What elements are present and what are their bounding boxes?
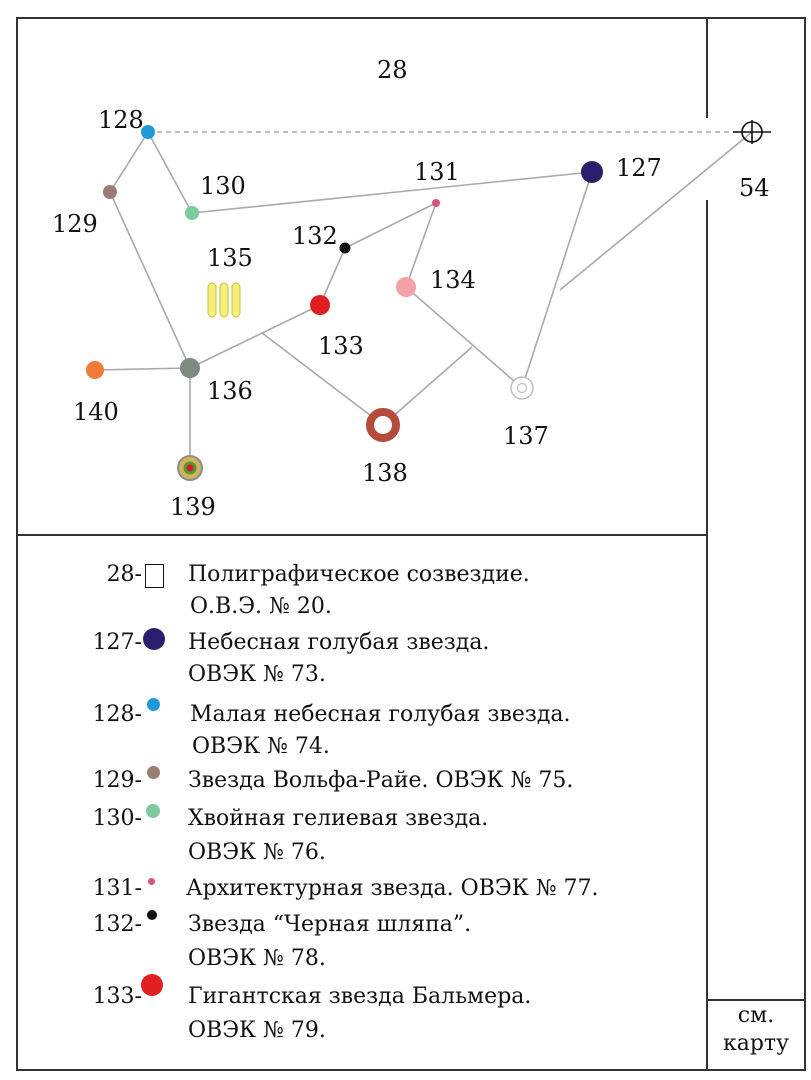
star-138-marker[interactable] — [366, 408, 400, 442]
star-136-label: 136 — [207, 377, 253, 405]
star-135-marker[interactable] — [207, 282, 241, 318]
star-130-label: 130 — [200, 172, 246, 200]
star-128-marker[interactable] — [141, 125, 155, 139]
legend-number: 132- — [92, 912, 142, 937]
legend-title: Звезда Вольфа-Райе. ОВЭК № 75. — [188, 768, 574, 793]
legend-title: Полиграфическое созвездие. — [188, 562, 530, 587]
legend-number: 28- — [106, 562, 142, 587]
star-138-label: 138 — [362, 459, 408, 487]
star-128-dot-icon — [147, 698, 160, 711]
star-130-dot-icon — [146, 804, 160, 818]
legend-number: 127- — [92, 630, 142, 655]
star-139-core — [186, 464, 194, 472]
legend-number: 133- — [92, 984, 142, 1009]
star-132-marker[interactable] — [339, 242, 351, 254]
legend-number: 131- — [92, 876, 142, 901]
legend-title: Небесная голубая звезда. — [188, 630, 490, 655]
star-139-marker[interactable] — [177, 455, 203, 481]
star-135-bar — [231, 282, 241, 318]
star-140-label: 140 — [73, 398, 119, 426]
link-134-137 — [405, 286, 523, 389]
link-129-136 — [109, 191, 191, 369]
star-135-label: 135 — [207, 244, 253, 272]
legend-title: Гигантская звезда Бальмера. — [188, 984, 532, 1009]
link-136-133 — [189, 304, 321, 369]
star-137-label: 137 — [503, 422, 549, 450]
star-54-label: 54 — [739, 174, 770, 202]
square-symbol-icon — [145, 564, 164, 588]
link-132-131 — [344, 202, 437, 249]
star-129-dot-icon — [147, 766, 160, 779]
side-note-line: см. — [737, 1003, 775, 1028]
legend-title: Хвойная гелиевая звезда. — [188, 806, 489, 831]
star-132-label: 132 — [292, 222, 338, 250]
star-135-bar — [207, 282, 217, 318]
star-131-dot-icon — [148, 878, 155, 885]
link-133-132 — [319, 247, 346, 306]
link-137-127 — [521, 171, 593, 389]
star-133-marker[interactable] — [310, 295, 330, 315]
star-133-label: 133 — [318, 332, 364, 360]
star-128-label: 128 — [98, 106, 144, 134]
star-131-marker[interactable] — [432, 199, 440, 207]
link-128-130 — [147, 131, 193, 214]
legend-title: Малая небесная голубая звезда. — [190, 702, 571, 727]
legend-catalog: ОВЭК № 74. — [192, 734, 330, 759]
star-127-label: 127 — [616, 154, 662, 182]
legend-title: Звезда “Черная шляпа”. — [188, 912, 472, 937]
star-133-dot-icon — [141, 974, 163, 996]
link-128-129 — [109, 131, 149, 193]
legend-title: Архитектурная звезда. ОВЭК № 77. — [186, 876, 599, 901]
star-132-dot-icon — [147, 910, 157, 920]
side-note: см. карту — [708, 1002, 804, 1058]
star-140-marker[interactable] — [86, 361, 104, 379]
side-note-link[interactable]: карту — [722, 1031, 790, 1056]
link-138-junction — [382, 346, 473, 426]
legend-number: 130- — [92, 806, 142, 831]
star-129-marker[interactable] — [103, 185, 117, 199]
star-135-bar — [219, 282, 229, 318]
legend-catalog: ОВЭК № 78. — [188, 946, 326, 971]
legend-catalog: ОВЭК № 76. — [188, 840, 326, 865]
link-junction-138 — [261, 332, 384, 426]
star-137-inner-ring — [516, 382, 528, 394]
link-140-136 — [94, 367, 191, 371]
legend-number: 128- — [92, 702, 142, 727]
star-129-label: 129 — [52, 210, 98, 238]
link-131-134 — [405, 202, 437, 288]
map-labels: 28 127 128 129 130 131 132 133 134 135 1… — [52, 56, 770, 521]
star-127-dot-icon — [143, 628, 165, 650]
map-connections — [94, 131, 753, 468]
link-130-127 — [191, 171, 593, 214]
star-137-marker[interactable] — [510, 376, 534, 400]
crosshair-54-icon[interactable] — [733, 120, 771, 144]
outer-frame — [16, 17, 806, 1071]
legend-number: 129- — [92, 768, 142, 793]
legend-catalog: О.В.Э. № 20. — [190, 594, 332, 619]
legend-catalog: ОВЭК № 73. — [188, 662, 326, 687]
legend-catalog: ОВЭК № 79. — [188, 1018, 326, 1043]
star-134-marker[interactable] — [396, 277, 416, 297]
star-130-marker[interactable] — [185, 206, 199, 220]
star-134-label: 134 — [430, 266, 476, 294]
star-139-label: 139 — [170, 493, 216, 521]
star-131-label: 131 — [414, 158, 460, 186]
sector-label: 28 — [377, 56, 408, 84]
map-nodes — [86, 120, 771, 481]
star-136-marker[interactable] — [180, 358, 200, 378]
link-junction-54 — [559, 131, 753, 291]
star-127-marker[interactable] — [581, 161, 603, 183]
